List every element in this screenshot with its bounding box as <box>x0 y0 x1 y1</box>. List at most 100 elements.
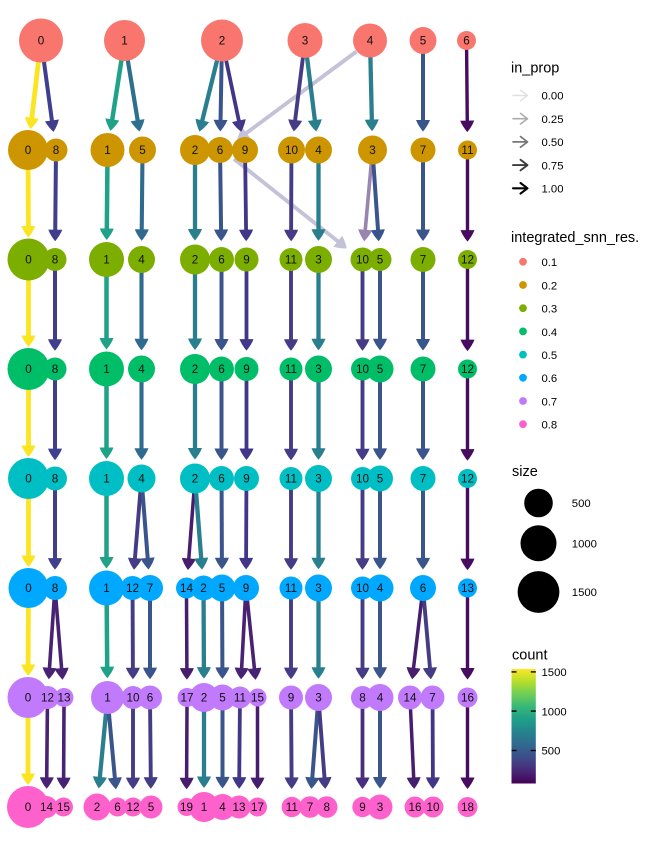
svg-text:10: 10 <box>356 582 370 595</box>
svg-text:11: 11 <box>286 801 298 814</box>
svg-text:12: 12 <box>41 692 54 705</box>
svg-text:1500: 1500 <box>542 667 567 679</box>
svg-text:2: 2 <box>219 35 226 48</box>
svg-text:3: 3 <box>369 144 376 157</box>
svg-text:1000: 1000 <box>572 539 597 551</box>
svg-text:1000: 1000 <box>542 706 567 718</box>
svg-text:11: 11 <box>234 692 246 705</box>
svg-text:8: 8 <box>52 473 59 486</box>
svg-text:2: 2 <box>94 801 101 814</box>
svg-text:4: 4 <box>377 582 384 595</box>
svg-text:11: 11 <box>461 144 473 157</box>
svg-text:9: 9 <box>243 254 250 267</box>
svg-text:10: 10 <box>126 692 140 705</box>
svg-text:0: 0 <box>25 582 32 595</box>
svg-text:0: 0 <box>25 144 32 157</box>
svg-text:0: 0 <box>38 35 45 48</box>
svg-text:2: 2 <box>201 692 208 705</box>
svg-text:1: 1 <box>103 254 110 267</box>
svg-text:15: 15 <box>57 801 71 814</box>
svg-text:1: 1 <box>103 582 110 595</box>
svg-text:500: 500 <box>572 498 591 510</box>
svg-text:0.6: 0.6 <box>542 373 558 385</box>
svg-text:18: 18 <box>461 801 474 814</box>
svg-text:1: 1 <box>104 144 111 157</box>
svg-text:5: 5 <box>377 363 384 376</box>
svg-text:8: 8 <box>52 582 59 595</box>
svg-text:2: 2 <box>192 144 199 157</box>
svg-text:count: count <box>512 648 547 664</box>
svg-text:size: size <box>512 464 538 480</box>
svg-text:8: 8 <box>359 692 366 705</box>
svg-text:14: 14 <box>40 801 54 814</box>
svg-text:6: 6 <box>218 254 225 267</box>
svg-text:17: 17 <box>180 692 193 705</box>
svg-text:10: 10 <box>356 473 370 486</box>
svg-text:4: 4 <box>138 363 145 376</box>
svg-text:in_prop: in_prop <box>511 61 559 77</box>
svg-text:3: 3 <box>315 582 322 595</box>
svg-text:0: 0 <box>25 801 32 814</box>
svg-text:0.1: 0.1 <box>542 257 558 269</box>
svg-text:7: 7 <box>147 582 154 595</box>
svg-text:3: 3 <box>377 801 384 814</box>
svg-text:6: 6 <box>147 692 154 705</box>
svg-text:8: 8 <box>53 144 60 157</box>
svg-text:0.8: 0.8 <box>542 420 558 432</box>
svg-text:10: 10 <box>356 363 370 376</box>
svg-text:7: 7 <box>420 144 427 157</box>
svg-text:8: 8 <box>52 254 59 267</box>
svg-text:12: 12 <box>126 801 139 814</box>
svg-text:0: 0 <box>25 473 32 486</box>
svg-text:0.50: 0.50 <box>542 137 564 149</box>
svg-text:8: 8 <box>323 801 330 814</box>
svg-text:0.75: 0.75 <box>542 160 564 172</box>
svg-text:4: 4 <box>367 35 374 48</box>
svg-text:500: 500 <box>542 746 561 758</box>
svg-text:1: 1 <box>104 692 111 705</box>
svg-text:1: 1 <box>103 363 110 376</box>
svg-text:13: 13 <box>57 692 70 705</box>
svg-text:4: 4 <box>315 144 322 157</box>
svg-text:12: 12 <box>461 254 474 267</box>
svg-text:9: 9 <box>359 801 366 814</box>
svg-text:11: 11 <box>285 254 297 267</box>
svg-text:9: 9 <box>243 473 250 486</box>
svg-text:1: 1 <box>121 35 128 48</box>
svg-text:3: 3 <box>315 473 322 486</box>
svg-text:5: 5 <box>219 692 226 705</box>
svg-text:1: 1 <box>103 473 110 486</box>
svg-text:3: 3 <box>315 692 322 705</box>
svg-text:4: 4 <box>138 254 145 267</box>
svg-text:4: 4 <box>219 801 226 814</box>
svg-text:7: 7 <box>420 473 427 486</box>
svg-text:7: 7 <box>420 254 427 267</box>
svg-text:11: 11 <box>285 473 297 486</box>
svg-text:6: 6 <box>463 35 470 48</box>
svg-text:0.4: 0.4 <box>542 327 558 339</box>
svg-text:0: 0 <box>25 254 32 267</box>
svg-text:4: 4 <box>377 692 384 705</box>
svg-text:2: 2 <box>192 254 199 267</box>
svg-text:16: 16 <box>461 692 474 705</box>
svg-text:14: 14 <box>180 582 194 595</box>
svg-text:5: 5 <box>377 473 384 486</box>
svg-text:2: 2 <box>200 582 207 595</box>
svg-text:3: 3 <box>315 254 322 267</box>
svg-text:12: 12 <box>461 473 474 486</box>
svg-text:9: 9 <box>242 144 249 157</box>
svg-text:9: 9 <box>288 692 295 705</box>
svg-text:4: 4 <box>138 473 145 486</box>
svg-text:6: 6 <box>218 473 225 486</box>
svg-text:0.2: 0.2 <box>542 280 558 292</box>
svg-text:10: 10 <box>285 144 299 157</box>
svg-text:2: 2 <box>192 363 199 376</box>
svg-text:5: 5 <box>377 254 384 267</box>
svg-text:0.5: 0.5 <box>542 350 558 362</box>
svg-text:10: 10 <box>426 801 440 814</box>
svg-text:13: 13 <box>232 801 245 814</box>
svg-text:3: 3 <box>315 363 322 376</box>
svg-text:1500: 1500 <box>572 587 597 599</box>
svg-text:0.00: 0.00 <box>542 91 564 103</box>
svg-text:11: 11 <box>285 582 297 595</box>
